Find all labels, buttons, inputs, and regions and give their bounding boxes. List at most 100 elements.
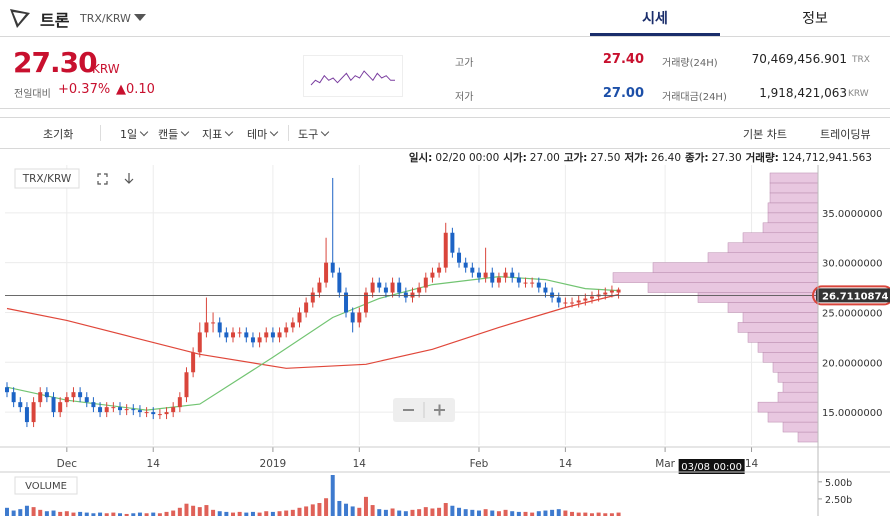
volume-profile-bar — [762, 352, 818, 363]
volume-profile-bar — [769, 192, 818, 204]
volume-bar — [576, 512, 581, 516]
download-icon[interactable] — [124, 173, 134, 184]
candle-body — [78, 392, 83, 398]
candle-body — [476, 272, 481, 278]
volume-profile-bar — [742, 232, 818, 243]
candle-body — [576, 300, 581, 303]
volume-bar — [344, 503, 349, 516]
last-price-label: 26.7110874 — [822, 291, 888, 302]
change-pct: +0.37% — [58, 82, 111, 97]
volume-bar — [78, 511, 83, 516]
volume-bar — [377, 509, 382, 516]
volume-profile-bar — [767, 212, 818, 224]
tab-active[interactable]: 시세 — [642, 11, 668, 27]
candle-body — [417, 287, 422, 293]
y-tick-label: 30.0000000 — [822, 259, 882, 270]
toolbar-item[interactable]: 테마 — [247, 126, 277, 142]
toolbar-item[interactable]: 기본 차트 — [743, 128, 787, 141]
volume-bar — [44, 511, 49, 516]
volume-bar — [583, 512, 588, 516]
tab[interactable]: 정보 — [802, 11, 828, 27]
volume-profile-bar — [769, 172, 818, 184]
candle-body — [277, 332, 282, 338]
candle-body — [270, 332, 275, 338]
volume-bar — [383, 509, 388, 516]
candle-body — [496, 277, 501, 283]
candle-body — [570, 302, 575, 304]
volume-bar — [98, 512, 103, 516]
volume-bar — [330, 475, 335, 516]
volume-bar — [24, 505, 29, 516]
candle-body — [317, 282, 322, 293]
candle-body — [430, 272, 435, 278]
toolbar-item[interactable]: 1일 — [120, 126, 147, 142]
volume-bar — [58, 511, 63, 516]
candle-body — [250, 337, 255, 343]
candle-body — [470, 267, 475, 273]
volume-bar — [104, 513, 109, 516]
volume-bar — [556, 509, 561, 516]
volume-bar — [490, 510, 495, 516]
candle-body — [211, 322, 216, 324]
volume-bar — [596, 512, 601, 516]
volume-bar — [237, 511, 242, 516]
volume-bar — [530, 512, 535, 516]
toolbar-item[interactable]: 캔들 — [158, 126, 188, 142]
candle-body — [437, 267, 442, 273]
candle-body — [5, 387, 9, 393]
candle-body — [443, 232, 448, 268]
pair: TRX/KRW — [80, 12, 131, 25]
volume-bar — [357, 507, 362, 516]
divider — [0, 108, 890, 109]
fullscreen-icon[interactable] — [97, 173, 108, 185]
volume-bar — [217, 511, 222, 516]
volume-bar — [536, 511, 541, 516]
turnover-unit: KRW — [848, 89, 869, 99]
divider — [0, 148, 890, 149]
volume-bar — [570, 511, 575, 516]
volume-bar — [423, 507, 428, 516]
candle-body — [144, 412, 149, 414]
volume-profile-bar — [707, 252, 818, 263]
volume-label: 거래량(24H) — [662, 58, 718, 69]
volume-profile-bar — [797, 431, 818, 443]
volume-bar — [118, 513, 122, 516]
ohlc-value: 27.50 — [590, 152, 620, 164]
volume-tick-label: 2.50b — [825, 495, 852, 506]
volume-bar — [410, 509, 415, 516]
toolbar-item[interactable]: 초기화 — [43, 128, 74, 141]
volume-bar — [5, 507, 9, 516]
logo — [10, 9, 30, 28]
chart: 15.0000000 20.0000000 25.0000000 30.0000000… — [0, 151, 890, 516]
toolbar-item[interactable]: 트레이딩뷰 — [820, 128, 871, 141]
toolbar-item[interactable]: 지표 — [202, 126, 232, 142]
volume-bar — [164, 511, 169, 516]
volume-profile-bar — [767, 202, 818, 214]
candle-body — [104, 407, 109, 413]
y-tick-label: 20.0000000 — [822, 358, 882, 369]
volume-bar — [503, 509, 508, 516]
volume-bar — [270, 511, 275, 516]
volume-bar — [111, 512, 116, 516]
candle-body — [490, 272, 495, 283]
volume-profile-bar — [742, 312, 818, 323]
zoom-in[interactable] — [434, 404, 445, 416]
toolbar-item[interactable]: 도구 — [298, 126, 328, 142]
pair-dropdown[interactable] — [134, 14, 146, 22]
volume-bar — [403, 511, 408, 516]
candle-body — [337, 272, 342, 293]
volume-bar — [131, 513, 136, 516]
pair-label: TRX/KRW — [22, 173, 72, 185]
candle-body — [44, 392, 49, 398]
volume-profile-bar — [769, 182, 818, 194]
ohlc-label: 시가: — [503, 151, 527, 164]
candle-body — [450, 232, 455, 253]
last-price-ring — [812, 285, 890, 306]
candle-body — [483, 272, 488, 278]
candle-body — [363, 292, 368, 313]
crosshair-box — [678, 459, 745, 474]
x-tick-label: 14 — [559, 458, 573, 470]
volume-bar — [264, 511, 269, 516]
candle-body — [244, 332, 249, 338]
volume-bar — [463, 509, 468, 516]
